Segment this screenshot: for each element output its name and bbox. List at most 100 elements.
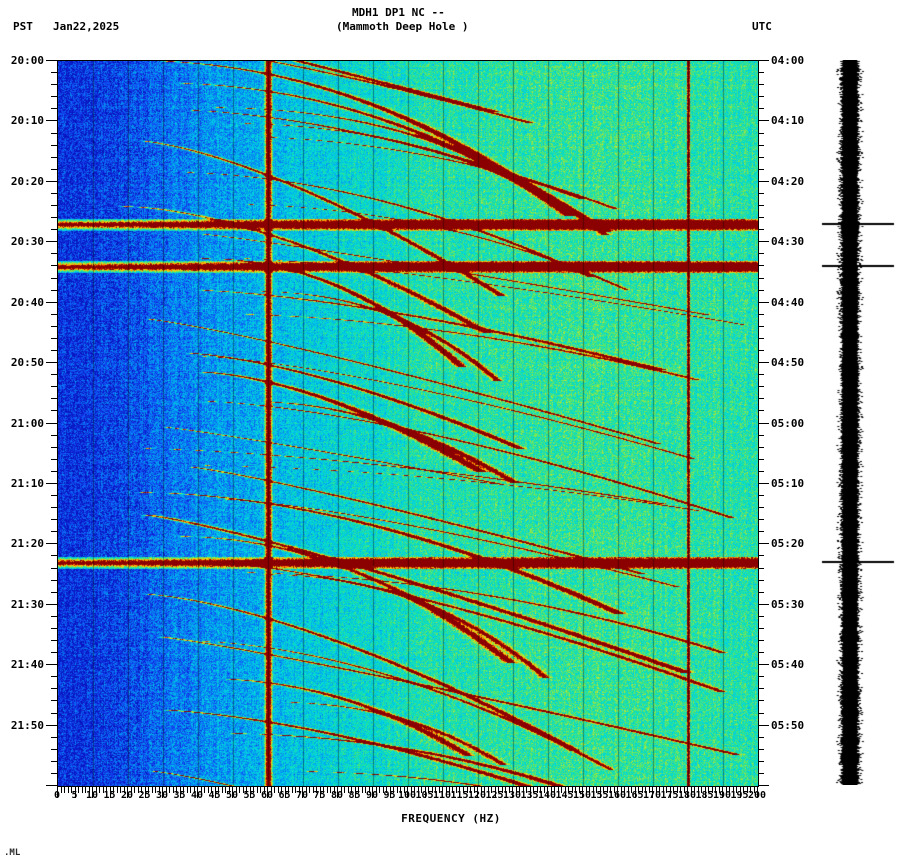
time-tick-minor	[758, 132, 764, 134]
time-tick-minor	[758, 446, 764, 448]
time-tick-major	[758, 301, 769, 303]
freq-tick-major	[57, 787, 58, 798]
time-tick-minor	[51, 350, 57, 351]
time-tick-minor	[758, 350, 764, 351]
time-tick-minor	[51, 253, 57, 255]
time-tick-minor	[51, 434, 57, 436]
time-tick-minor	[758, 627, 764, 629]
freq-tick-minor	[645, 787, 646, 793]
time-tick-minor	[51, 470, 57, 472]
freq-tick-minor	[628, 787, 629, 793]
freq-tick-minor	[183, 787, 184, 793]
freq-tick-minor	[96, 787, 97, 793]
time-axis-label: 05:50	[771, 718, 805, 732]
freq-tick-major	[320, 787, 321, 798]
freq-tick-minor	[61, 787, 62, 793]
time-tick-minor	[758, 410, 764, 412]
freq-tick-minor	[432, 787, 433, 793]
timezone-label-right: UTC	[752, 20, 772, 33]
time-tick-minor	[758, 748, 764, 750]
time-tick-minor	[758, 72, 764, 74]
freq-tick-minor	[246, 787, 247, 793]
freq-tick-minor	[481, 787, 482, 793]
time-axis-label: 20:20	[10, 174, 44, 188]
freq-tick-major	[425, 787, 426, 798]
time-tick-major	[46, 664, 57, 666]
freq-tick-minor	[379, 787, 380, 793]
time-tick-minor	[51, 144, 57, 146]
freq-axis-label: 185	[695, 790, 714, 801]
time-tick-minor	[758, 289, 764, 291]
time-tick-minor	[51, 688, 57, 690]
freq-axis-label: 30	[155, 790, 169, 801]
freq-tick-minor	[736, 787, 737, 793]
freq-tick-minor	[278, 787, 279, 793]
freq-tick-minor	[708, 787, 709, 793]
freq-tick-minor	[516, 787, 517, 793]
freq-tick-minor	[558, 787, 559, 793]
freq-tick-major	[459, 787, 460, 798]
freq-tick-minor	[642, 787, 643, 793]
time-tick-major	[758, 664, 769, 666]
time-tick-major	[46, 120, 57, 122]
freq-axis-label: 180	[677, 790, 697, 801]
time-tick-major	[758, 60, 769, 61]
time-tick-minor	[758, 265, 764, 267]
freq-tick-minor	[253, 787, 254, 793]
spectrogram-plot[interactable]	[57, 60, 759, 787]
freq-tick-minor	[271, 787, 272, 793]
time-tick-major	[46, 60, 57, 61]
freq-tick-minor	[435, 787, 436, 793]
time-tick-minor	[51, 748, 57, 750]
freq-axis-label: 70	[295, 790, 309, 801]
time-tick-minor	[51, 108, 57, 110]
time-axis-label: 21:50	[10, 718, 44, 732]
freq-axis-label: 195	[730, 790, 749, 801]
freq-tick-minor	[526, 787, 527, 793]
time-tick-minor	[51, 736, 57, 738]
freq-tick-minor	[82, 787, 83, 793]
time-tick-minor	[758, 615, 764, 617]
helicorder-canvas	[820, 60, 902, 785]
time-tick-minor	[758, 700, 764, 702]
freq-tick-major	[372, 787, 373, 798]
freq-tick-minor	[376, 787, 377, 793]
freq-axis-label: 75	[313, 790, 326, 801]
freq-tick-minor	[89, 787, 90, 793]
freq-tick-major	[232, 787, 233, 798]
freq-tick-minor	[649, 787, 650, 793]
freq-tick-minor	[551, 787, 552, 793]
freq-tick-minor	[523, 787, 524, 793]
freq-tick-major	[442, 787, 443, 798]
time-tick-minor	[51, 591, 57, 593]
station-title-line2: (Mammoth Deep Hole )	[336, 20, 469, 33]
freq-tick-minor	[673, 787, 674, 793]
time-tick-minor	[758, 736, 764, 738]
time-tick-minor	[51, 652, 57, 654]
freq-tick-minor	[554, 787, 555, 793]
freq-tick-major	[670, 787, 671, 798]
freq-tick-major	[477, 787, 478, 798]
time-axis-label: 04:00	[771, 54, 805, 67]
time-tick-major	[46, 482, 57, 484]
time-tick-minor	[51, 410, 57, 412]
freq-axis-label: 200	[747, 790, 767, 801]
time-tick-minor	[51, 398, 57, 400]
freq-tick-minor	[204, 787, 205, 793]
time-axis-label: 05:00	[771, 416, 805, 430]
freq-tick-major	[687, 787, 688, 798]
time-tick-minor	[758, 640, 764, 641]
time-tick-minor	[51, 676, 57, 678]
freq-axis-label: 155	[590, 790, 609, 801]
time-axis-label: 21:30	[10, 597, 44, 611]
time-tick-major	[46, 422, 57, 424]
freq-tick-minor	[446, 787, 447, 793]
freq-tick-minor	[365, 787, 366, 793]
freq-tick-minor	[509, 787, 510, 793]
freq-tick-major	[565, 787, 566, 798]
freq-tick-minor	[190, 787, 191, 793]
freq-axis-label: 80	[330, 790, 344, 801]
freq-tick-major	[92, 787, 93, 798]
freq-tick-major	[75, 787, 76, 798]
time-tick-minor	[51, 446, 57, 448]
